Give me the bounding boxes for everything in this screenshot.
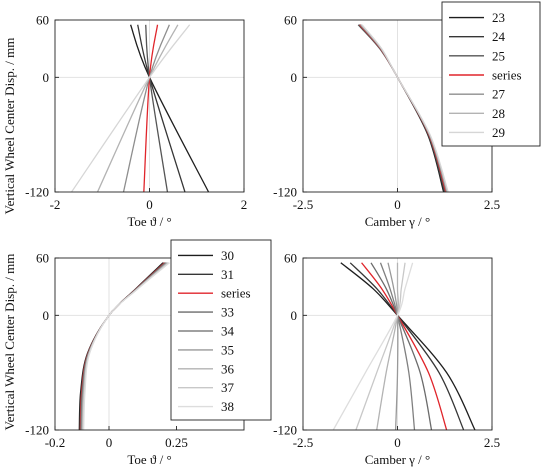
legend-entry-label: 29 (492, 125, 505, 140)
legend-entry-label: 27 (492, 87, 506, 102)
series-line-4 (359, 24, 447, 193)
legend-box (441, 1, 541, 147)
series-line-2 (137, 24, 186, 193)
x-tick-label: -2.5 (293, 197, 314, 212)
series-line-5 (80, 262, 167, 431)
y-tick-label: 60 (36, 251, 49, 266)
legend-entry-label: 23 (492, 10, 505, 25)
y-tick-label: 0 (43, 308, 50, 323)
x-axis-label: Camber γ / ° (365, 452, 430, 467)
legend-bottom: 30 31 series 33 34 35 36 37 38 (170, 239, 272, 421)
legend-entry-label: 33 (221, 305, 234, 320)
legend-entry-label: 38 (221, 399, 234, 414)
series-line-1 (129, 24, 210, 193)
legend-entry-label: 37 (221, 380, 235, 395)
y-tick-label: 60 (36, 13, 49, 28)
x-tick-label: 0 (394, 435, 401, 450)
series-line-5 (122, 24, 170, 193)
x-tick-label: 0 (394, 197, 401, 212)
series-line-3 (145, 24, 169, 193)
legend-entry-label: 30 (221, 248, 234, 263)
series-line-7 (71, 24, 191, 193)
legend-entry-label: 36 (221, 361, 235, 376)
x-axis-label: Toe ϑ / ° (127, 452, 171, 467)
legend-entry-label: 24 (492, 29, 506, 44)
x-tick-label: 0 (106, 435, 113, 450)
ylabel-top: Vertical Wheel Center Disp. / mm (2, 38, 17, 215)
y-tick-label: -120 (25, 423, 49, 438)
series-line-6 (360, 24, 449, 193)
y-tick-label: -120 (273, 423, 297, 438)
x-tick-label: 0 (146, 197, 153, 212)
legend-entry-label: 31 (221, 267, 234, 282)
legend-entry-label: series (492, 68, 522, 83)
series-line-3 (79, 262, 166, 431)
y-tick-label: 0 (43, 70, 50, 85)
x-tick-label: 2.5 (484, 435, 500, 450)
series-line-4 (80, 262, 166, 431)
ylabel-bottom: Vertical Wheel Center Disp. / mm (2, 254, 17, 431)
chart-toe-top: -2 0 2 60 0 -120 Toe ϑ / ° (25, 13, 247, 230)
x-tick-label: -2 (50, 197, 61, 212)
series-line-2 (349, 262, 465, 431)
legend-entry-label: 25 (492, 48, 505, 63)
series-line-9 (332, 262, 414, 431)
y-tick-label: 0 (291, 308, 298, 323)
series-line-4 (143, 24, 159, 193)
x-tick-label: 2.5 (484, 197, 500, 212)
x-tick-label: 2 (241, 197, 248, 212)
legend-entry-label: 28 (492, 106, 505, 121)
series-line-1 (340, 262, 476, 431)
legend-entry-label: 34 (221, 324, 235, 339)
x-axis-label: Camber γ / ° (365, 214, 430, 229)
series-line-7 (361, 24, 449, 193)
y-tick-label: 60 (284, 251, 297, 266)
x-tick-label: -2.5 (293, 435, 314, 450)
series-line-2 (358, 24, 445, 193)
legend-entry-label: series (221, 286, 251, 301)
series-line-7 (81, 262, 169, 431)
legend-top: 23 24 25 series 27 28 29 (441, 1, 541, 147)
legend-entry-label: 35 (221, 342, 234, 357)
series-line-3 (357, 24, 446, 193)
series-line-1 (359, 24, 445, 193)
series-line-8 (82, 262, 170, 431)
x-tick-label: -0.2 (45, 435, 66, 450)
y-tick-label: 0 (291, 70, 298, 85)
chart-toe-bottom: -0.2 0 0.25 60 0 -120 Toe ϑ / ° (25, 251, 245, 467)
series-line-6 (81, 262, 168, 431)
y-tick-label: 60 (284, 13, 297, 28)
series-line-9 (82, 262, 170, 431)
y-tick-label: -120 (25, 185, 49, 200)
x-axis-label: Toe ϑ / ° (127, 214, 171, 229)
chart-camber-bottom: -2.5 0 2.5 60 0 -120 Camber γ / ° (273, 251, 500, 468)
series-line-5 (359, 24, 448, 193)
legend-box (170, 239, 272, 421)
y-tick-label: -120 (273, 185, 297, 200)
x-tick-label: 0.25 (165, 435, 188, 450)
series-line-6 (96, 24, 179, 193)
